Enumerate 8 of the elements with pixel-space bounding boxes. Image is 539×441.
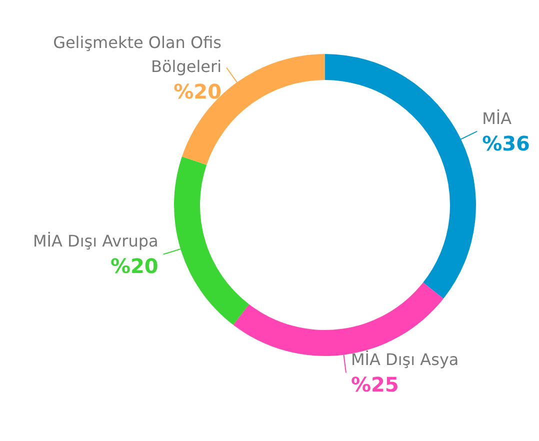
data-label: %20 — [110, 254, 158, 278]
data-label: %25 — [350, 372, 399, 397]
slice-label: Gelişmekte Olan Ofis Bölgeleri — [53, 33, 222, 76]
slice-label: MİA — [482, 108, 512, 128]
data-label: %36 — [482, 131, 530, 156]
slice-label: MİA Dışı Avrupa — [32, 232, 158, 251]
data-label: %20 — [174, 80, 222, 104]
slice-label: MİA Dışı Asya — [350, 350, 459, 370]
